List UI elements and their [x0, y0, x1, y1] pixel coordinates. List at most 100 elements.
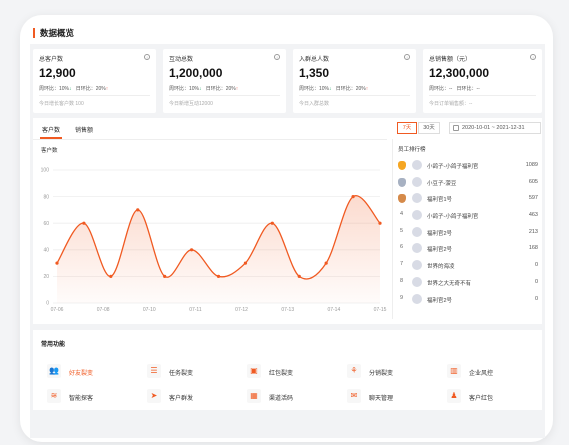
x-tick-label: 07-13 [281, 307, 294, 313]
rank-number: 5 [400, 227, 404, 234]
avatar [412, 226, 422, 237]
arrow-down-icon: ↓ [329, 86, 332, 92]
y-tick-label: 100 [41, 168, 50, 174]
y-tick-label: 80 [43, 194, 49, 200]
rank-number: 4 [400, 211, 404, 218]
function-label: 聊天管理 [369, 395, 394, 402]
data-point [136, 208, 140, 212]
info-icon[interactable]: ! [144, 54, 150, 60]
rank-number: 9 [400, 294, 404, 301]
avatar [412, 176, 422, 187]
employee-count: 463 [528, 212, 538, 219]
ranking-divider [392, 139, 393, 319]
tab-customers[interactable]: 客户数 [42, 128, 61, 134]
medal-icon [398, 161, 406, 170]
range-7-days-button[interactable]: 7天 [397, 122, 417, 134]
day-on-day: 日环比：20% [205, 86, 236, 92]
function-item[interactable]: ≋ 智能探客 [47, 389, 127, 403]
x-tick-label: 07-14 [327, 307, 340, 313]
kpi-value: 1,350 [299, 66, 330, 80]
calendar-icon [453, 125, 459, 131]
x-tick-label: 07-12 [235, 307, 248, 313]
function-item[interactable]: ✉ 聊天管理 [347, 389, 427, 403]
arrow-up-icon: ↑ [365, 86, 369, 92]
function-label: 渠道活码 [269, 395, 294, 402]
ranking-item[interactable]: 9 福利官2号 0 [398, 293, 540, 311]
kpi-footnote: 今日新增互动12000 [169, 101, 213, 107]
function-item[interactable]: ⚘ 分销裂变 [347, 364, 427, 378]
data-point [163, 274, 167, 278]
common-functions-title: 常用功能 [41, 342, 66, 348]
day-on-day: 日环比：-- [456, 86, 480, 92]
ranking-item[interactable]: 福利官1号 597 [398, 193, 540, 210]
info-icon[interactable]: ! [404, 54, 410, 60]
function-item[interactable]: ▥ 企业风控 [447, 364, 527, 378]
info-icon[interactable]: ! [530, 54, 536, 60]
employee-count: 0 [534, 295, 538, 302]
arrow-down-icon: ↓ [199, 86, 202, 92]
date-range-picker[interactable]: 2020-10-01 ~ 2021-12-31 [449, 122, 541, 134]
employee-name: 小鸽子-小鸽子福利官 [427, 164, 479, 170]
avatar [412, 243, 422, 254]
kpi-footnote: 今日增长客户数 100 [39, 101, 84, 107]
data-point [297, 274, 301, 278]
card-divider [169, 95, 280, 96]
day-on-day: 日环比：20% [75, 86, 106, 92]
employee-count: 597 [528, 195, 538, 202]
avatar [412, 276, 422, 287]
function-item[interactable]: ☰ 任务裂变 [147, 364, 227, 378]
employee-name: 小豆子-菠豆 [427, 180, 457, 187]
ranking-item[interactable]: 小豆子-菠豆 605 [398, 176, 540, 194]
kpi-value: 1,200,000 [169, 66, 223, 80]
function-item[interactable]: 👥 好友裂变 [47, 364, 127, 378]
medal-icon [398, 194, 406, 204]
data-point [324, 261, 328, 265]
employee-count: 0 [534, 278, 538, 285]
distribution-icon: ⚘ [347, 364, 361, 378]
function-label: 客户群发 [169, 395, 194, 402]
employee-name: 福利官2号 [427, 297, 453, 304]
avatar [412, 193, 422, 204]
function-item[interactable]: ♟ 客户红包 [447, 389, 527, 403]
employee-count: 168 [528, 245, 538, 252]
ranking-title: 员工排行榜 [398, 147, 426, 153]
info-icon[interactable]: ! [274, 54, 280, 60]
rank-number: 8 [400, 277, 404, 284]
ranking-item[interactable]: 4 小鸽子-小鸽子福利官 463 [398, 210, 540, 227]
medal-icon [398, 177, 406, 187]
kpi-card-group-members: 入群总人数 ! 1,350 周环比：10%↓ 日环比：20%↑ 今日入群总数 [293, 49, 416, 113]
employee-name: 小鸽子-小鸽子福利官 [427, 214, 479, 221]
function-label: 任务裂变 [169, 370, 194, 377]
data-point [55, 261, 59, 265]
avatar [412, 160, 422, 170]
card-divider [429, 95, 536, 96]
kpi-card-sales: 总销售额（元） ! 12,300,000 周环比：-- 日环比：-- 今日订单销… [423, 49, 542, 113]
users-icon: 👥 [47, 364, 61, 378]
function-item[interactable]: ▣ 红包裂变 [247, 364, 327, 378]
employee-name: 世界的海凌 [427, 264, 455, 271]
y-tick-label: 60 [43, 221, 49, 227]
function-item[interactable]: ▦ 渠道活码 [247, 389, 327, 403]
week-on-week: 周环比：10% [39, 86, 70, 92]
data-point [82, 221, 86, 225]
employee-name: 世界之大无奇不有 [427, 280, 472, 287]
ranking-item[interactable]: 7 世界的海凌 0 [398, 260, 540, 277]
ranking-item[interactable]: 5 福利官2号 213 [398, 226, 540, 244]
function-item[interactable]: ➤ 客户群发 [147, 389, 227, 403]
employee-name: 福利官1号 [427, 197, 453, 204]
send-icon: ➤ [147, 389, 161, 403]
title-accent-bar [33, 28, 35, 38]
tab-sales[interactable]: 销售额 [75, 128, 94, 134]
function-label: 智能探客 [69, 395, 94, 402]
ranking-item[interactable]: 小鸽子-小鸽子福利官 1089 [398, 160, 540, 177]
data-point [270, 221, 274, 225]
tab-divider [33, 139, 387, 140]
ranking-item[interactable]: 6 福利官2号 168 [398, 243, 540, 260]
kpi-label: 总客户数 [39, 57, 64, 63]
ranking-item[interactable]: 8 世界之大无奇不有 0 [398, 276, 540, 294]
qrcode-icon: ▦ [247, 389, 261, 403]
x-tick-label: 07-15 [374, 307, 387, 313]
employee-count: 213 [528, 228, 538, 235]
range-30-days-button[interactable]: 30天 [418, 122, 440, 134]
kpi-stats: 周环比：10%↓ 日环比：20%↑ [299, 85, 368, 92]
